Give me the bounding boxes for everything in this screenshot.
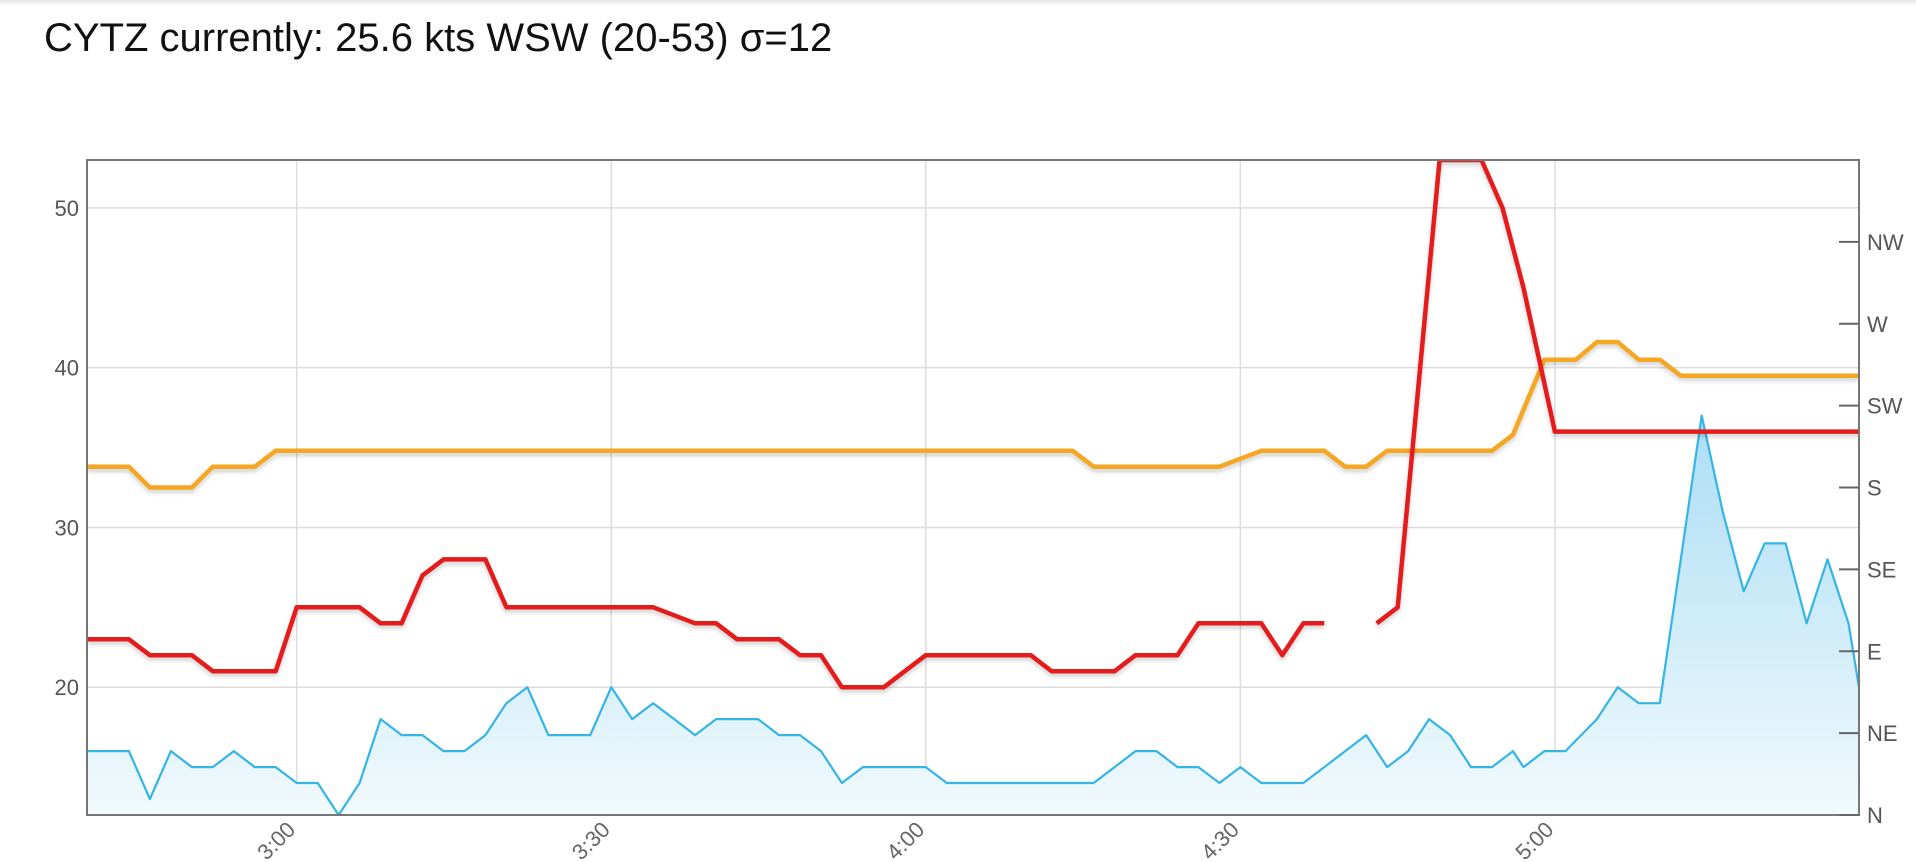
- station-summary-header: CYTZ currently: 25.6 kts WSW (20-53) σ=1…: [44, 16, 833, 60]
- x-tick-label: 4:00: [881, 817, 929, 862]
- series-layer: [87, 160, 1859, 815]
- y-tick-label: 50: [55, 196, 79, 221]
- compass-tick-label: E: [1867, 639, 1882, 664]
- top-shadow-bar: [0, 0, 1916, 6]
- y-tick-label: 20: [55, 675, 79, 700]
- compass-tick-label: NW: [1867, 230, 1904, 255]
- compass-tick-label: W: [1867, 312, 1888, 337]
- gust-line: [87, 557, 1325, 690]
- gust-line: [1375, 160, 1859, 626]
- grid-lines: [87, 160, 1859, 815]
- y-tick-label: 30: [55, 515, 79, 540]
- x-tick-label: 3:30: [567, 817, 615, 862]
- compass-tick-label: SW: [1867, 394, 1903, 419]
- direction-line: [87, 339, 1859, 490]
- x-tick-label: 5:00: [1511, 817, 1559, 862]
- compass-tick-label: N: [1867, 803, 1883, 828]
- avg-wind-line: [87, 414, 1859, 815]
- compass-tick-label: S: [1867, 476, 1882, 501]
- y-tick-label: 40: [55, 356, 79, 381]
- plot-frame: [86, 159, 1860, 816]
- avg-wind-area: [87, 415, 1859, 815]
- compass-tick-label: SE: [1867, 557, 1896, 582]
- x-tick-label: 4:30: [1196, 817, 1244, 862]
- x-tick-label: 3:00: [252, 817, 300, 862]
- compass-tick-label: NE: [1867, 721, 1898, 746]
